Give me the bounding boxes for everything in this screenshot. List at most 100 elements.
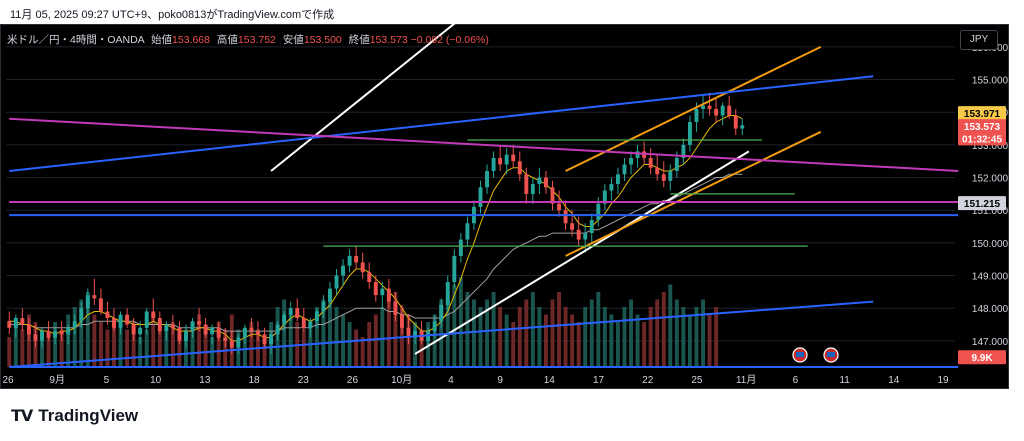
candle-body xyxy=(707,105,712,109)
candle-body xyxy=(485,171,490,188)
volume-bar xyxy=(151,314,156,367)
close-value: 153.573 xyxy=(369,34,408,46)
volume-bar xyxy=(629,299,633,367)
volume-bar xyxy=(321,299,326,367)
candle-body xyxy=(596,203,601,220)
volume-bar xyxy=(184,329,188,367)
candle-body xyxy=(530,184,535,194)
candle-body xyxy=(557,203,562,211)
x-tick-label: 9 xyxy=(497,375,503,386)
orange-trend-line xyxy=(565,45,822,172)
volume-bar xyxy=(393,292,398,367)
volume-bar xyxy=(714,307,719,367)
x-tick-label: 10 xyxy=(150,375,162,386)
price-label: 9.9K xyxy=(971,353,993,364)
candle-body xyxy=(334,275,339,289)
candle-body xyxy=(144,311,149,328)
candle-body xyxy=(269,334,274,345)
candle-body xyxy=(20,318,25,325)
candle-body xyxy=(170,324,175,328)
volume-bar xyxy=(570,314,575,367)
volume-bar xyxy=(537,307,542,367)
symbol-label[interactable]: 米ドル／円・4時間・OANDA xyxy=(7,34,145,46)
candle-body xyxy=(537,177,542,185)
candle-body xyxy=(609,184,614,191)
volume-bar xyxy=(131,322,136,367)
candle-body xyxy=(125,314,130,325)
volume-bar xyxy=(282,299,287,367)
volume-bar xyxy=(341,314,346,367)
tradingview-logo[interactable]: 𝗧𝗩 TradingView xyxy=(11,406,138,426)
price-label-bg xyxy=(958,106,1006,121)
volume-bar xyxy=(20,329,25,367)
volume-bar xyxy=(648,307,653,367)
candle-body xyxy=(138,327,143,335)
price-label: 01:32:45 xyxy=(962,134,1002,145)
volume-bar xyxy=(40,329,44,367)
open-value: 153.668 xyxy=(172,34,210,46)
x-tick-label: 14 xyxy=(888,375,900,386)
low-label: 安値 xyxy=(282,34,304,46)
candle-body xyxy=(210,327,215,335)
x-tick-label: 9月 xyxy=(49,374,65,386)
candle-body xyxy=(229,340,234,348)
candle-body xyxy=(615,174,620,185)
volume-bar xyxy=(563,307,568,367)
candle-body xyxy=(347,255,352,266)
volume-bar xyxy=(203,329,208,367)
tv-logo-icon: 𝗧𝗩 xyxy=(11,408,33,425)
volume-bar xyxy=(79,299,84,367)
candle-body xyxy=(655,167,660,175)
candle-body xyxy=(46,331,51,338)
volume-bar xyxy=(452,284,457,367)
candle-body xyxy=(314,311,319,322)
volume-bar xyxy=(262,337,267,367)
candle-body xyxy=(256,331,260,335)
candle-body xyxy=(386,288,391,302)
price-label-bg xyxy=(958,119,1006,134)
volume-bar xyxy=(112,322,116,367)
volume-bar xyxy=(197,314,202,367)
candle-body xyxy=(413,331,418,338)
flag-icon-inner xyxy=(796,352,804,357)
price-label-bg xyxy=(958,196,1006,211)
candle-body xyxy=(203,324,208,335)
volume-bar xyxy=(328,292,332,367)
volume-bar xyxy=(687,314,692,367)
candle-body xyxy=(184,331,188,341)
volume-bar xyxy=(465,292,470,367)
candle-body xyxy=(543,177,548,188)
volume-bar xyxy=(13,322,18,367)
price-chart[interactable]: 156.000155.000154.000153.000152.000151.0… xyxy=(0,24,1009,389)
currency-button[interactable]: JPY xyxy=(960,30,998,50)
volume-bar xyxy=(373,314,378,367)
volume-bar xyxy=(367,322,372,367)
candle-body xyxy=(687,122,692,145)
candle-body xyxy=(216,327,221,338)
candle-body xyxy=(681,144,686,158)
volume-bar xyxy=(386,299,391,367)
candle-body xyxy=(112,318,116,328)
volume-bar xyxy=(642,322,647,367)
candle-body xyxy=(236,337,241,348)
candle-body xyxy=(622,164,627,175)
candle-body xyxy=(458,239,463,256)
x-tick-label: 11月 xyxy=(736,374,756,386)
candle-body xyxy=(517,161,522,175)
volume-bar xyxy=(622,307,627,367)
candle-body xyxy=(399,314,404,328)
candle-body xyxy=(242,327,247,338)
candle-body xyxy=(694,108,699,122)
volume-bar xyxy=(7,337,12,367)
y-tick-label: 151.000 xyxy=(972,206,1009,217)
y-tick-label: 153.000 xyxy=(972,141,1009,152)
chart-caption: 11月 05, 2025 09:27 UTC+9、poko0813がTradin… xyxy=(10,9,335,21)
volume-bar xyxy=(334,307,339,367)
candle-body xyxy=(432,321,437,332)
volume-bar xyxy=(314,307,319,367)
candle-body xyxy=(727,105,732,116)
volume-bar xyxy=(144,329,149,367)
candle-body xyxy=(13,318,18,328)
moving-average-long xyxy=(9,173,743,332)
candle-body xyxy=(177,327,182,341)
